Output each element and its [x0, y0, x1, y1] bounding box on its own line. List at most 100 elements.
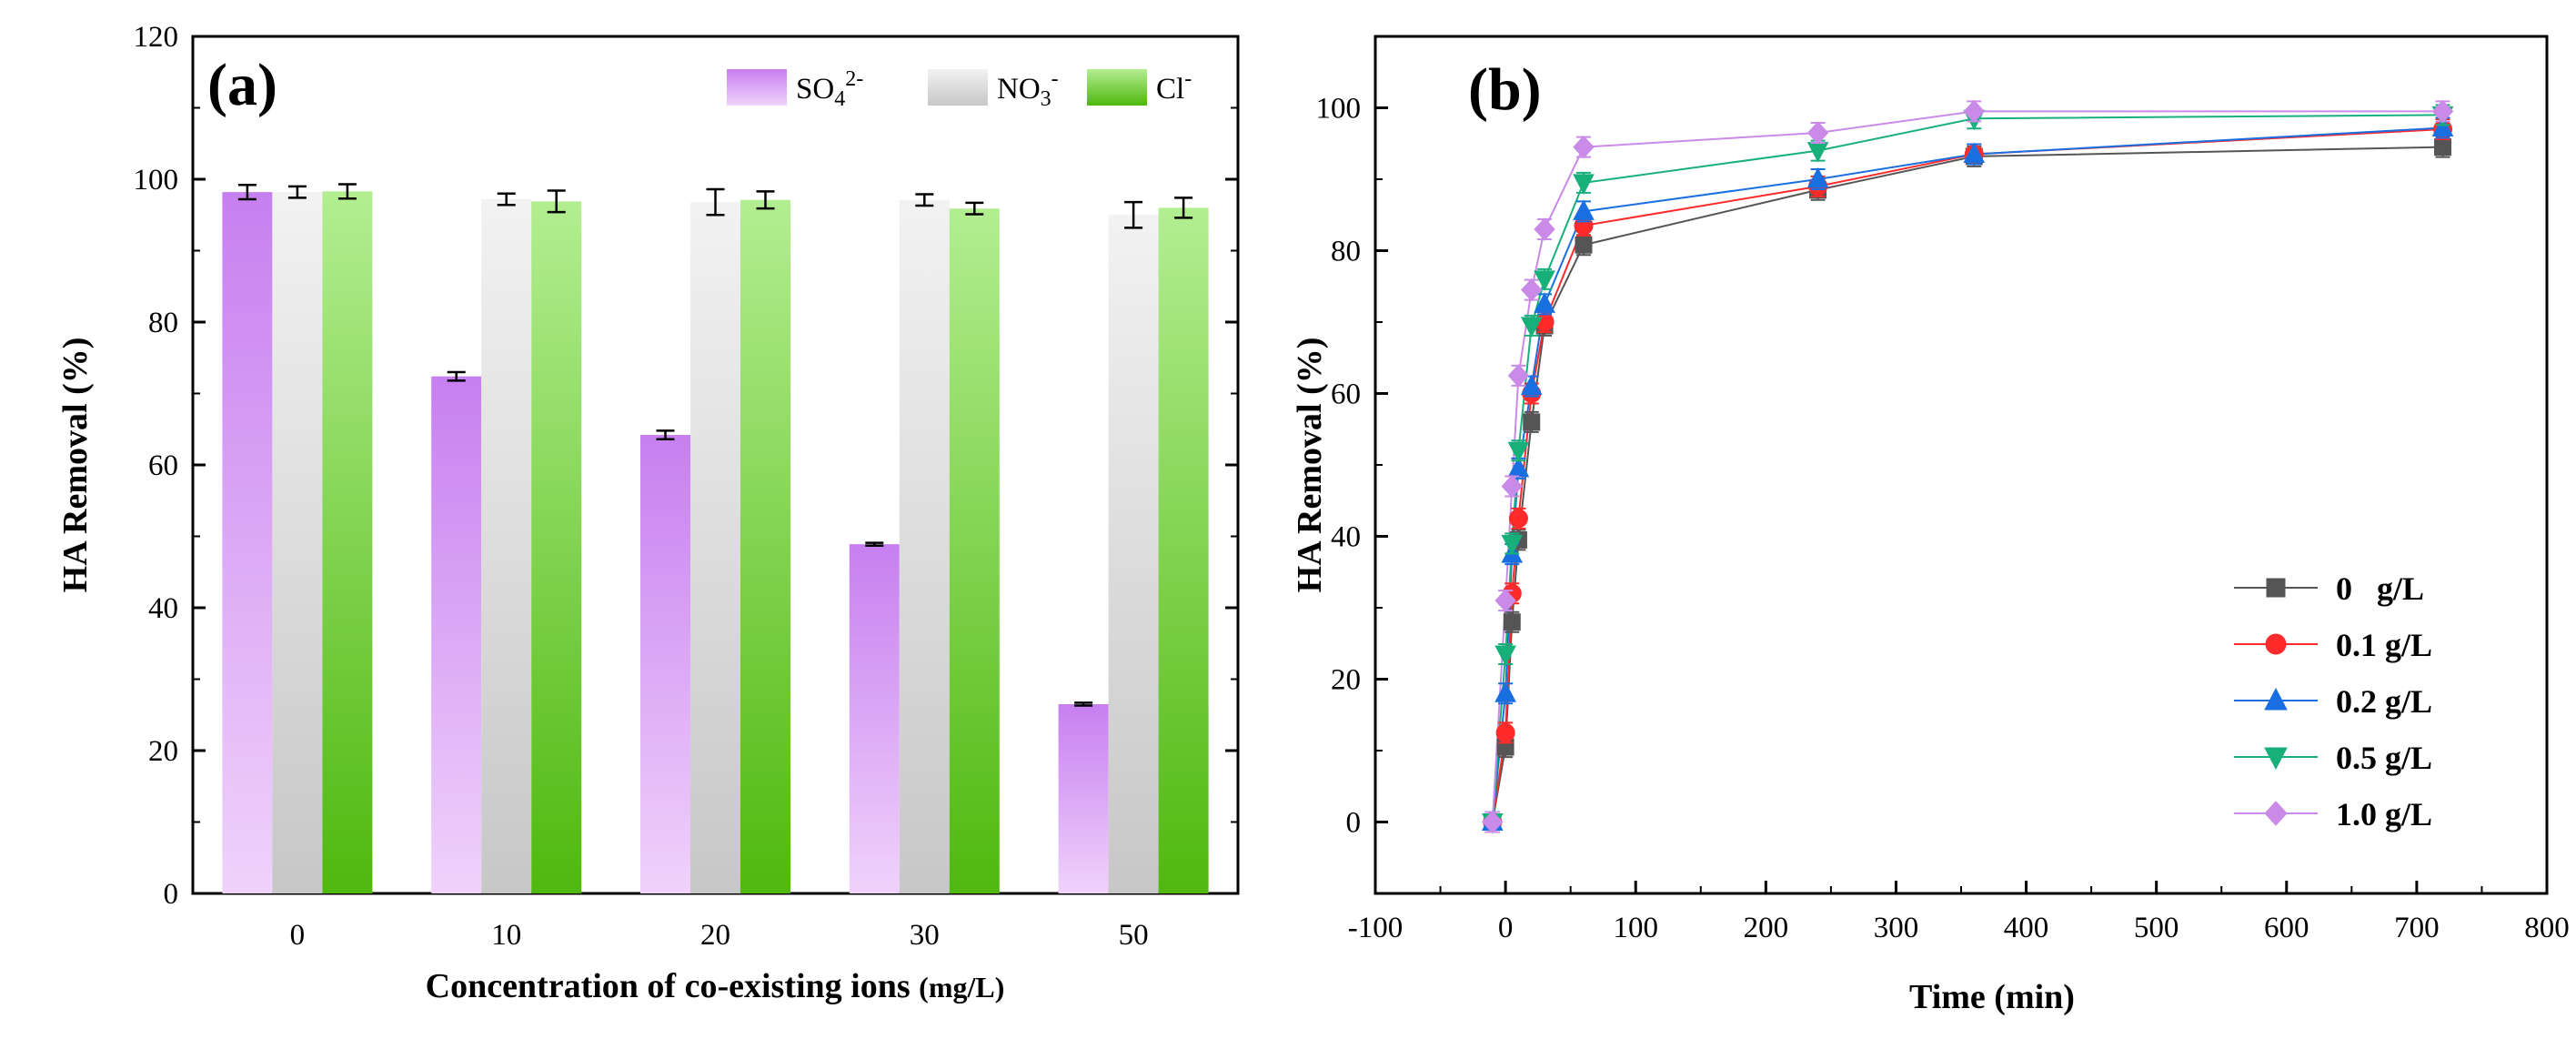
- a-ytick-label: 40: [148, 592, 178, 625]
- b-xtick-label: 300: [1874, 912, 1919, 944]
- series-line-4: [1491, 110, 2443, 822]
- b-xtick-label: 0: [1498, 912, 1514, 944]
- series-line-3: [1491, 114, 2443, 822]
- point-0-4: [1523, 413, 1541, 431]
- legend-label-0: 0 g/L: [2336, 570, 2424, 607]
- legend-label-2: Cl-: [1156, 67, 1192, 106]
- b-xtick-label: 700: [2394, 912, 2440, 944]
- point-3-5: [1534, 270, 1555, 291]
- point-2-5: [1534, 292, 1555, 313]
- bar-0-4: [1058, 703, 1109, 893]
- a-ytick-label: 60: [148, 449, 178, 482]
- panel-a-y-ticks: 0 20 40 60 80 100 120: [134, 21, 1238, 911]
- series-line-0: [1491, 146, 2443, 822]
- a-ytick-label: 80: [148, 307, 178, 339]
- b-xtick-label: 200: [1744, 912, 1789, 944]
- point-1-3: [1508, 509, 1528, 529]
- point-4-5: [1534, 217, 1555, 241]
- a-ytick-label: 120: [134, 21, 179, 54]
- legend-label-1: NO3-: [997, 67, 1059, 111]
- a-ytick-label: 100: [134, 164, 179, 197]
- panel-b: (b) HA Removal (%) Time (min) 0 20 40 60 80 1…: [1291, 35, 2570, 1016]
- bar-0-1: [431, 376, 482, 893]
- a-xtick-label: 0: [290, 919, 306, 952]
- legend-swatch-2: [1087, 69, 1147, 106]
- legend-marker-1: [2265, 633, 2287, 655]
- bar-0-2: [640, 435, 690, 893]
- point-3-2: [1501, 534, 1524, 556]
- b-xtick-label: -100: [1348, 912, 1404, 944]
- legend-label-0: SO42-: [796, 67, 863, 111]
- panel-b-series-points: [1481, 99, 2454, 834]
- b-ytick-label: 60: [1331, 378, 1361, 411]
- panel-b-label: (b): [1468, 56, 1542, 123]
- point-1-1: [1495, 722, 1515, 742]
- point-4-0: [1482, 810, 1504, 834]
- point-4-4: [1521, 277, 1543, 302]
- legend-label-3: 0.5 g/L: [2336, 740, 2432, 776]
- point-3-1: [1494, 645, 1516, 667]
- point-4-8: [1963, 99, 1985, 124]
- legend-label-main: SO: [796, 73, 834, 106]
- point-4-1: [1494, 589, 1516, 612]
- panel-b-legend: 0 g/L 0.1 g/L 0.2 g/L 0.5 g/L 1.0 g/L: [2234, 570, 2432, 832]
- bar-2-4: [1158, 207, 1209, 893]
- bar-1-0: [272, 192, 323, 893]
- bar-2-2: [740, 199, 790, 893]
- series-line-1: [1491, 128, 2443, 822]
- legend-label-1: 0.1 g/L: [2336, 627, 2432, 663]
- b-xtick-label: 100: [1613, 912, 1658, 944]
- a-xtick-label: 10: [491, 919, 521, 952]
- legend-swatch-1: [928, 69, 988, 106]
- panel-b-y-ticks: 0 20 40 60 80 100: [1316, 93, 1388, 840]
- legend-label-4: 1.0 g/L: [2336, 796, 2432, 832]
- legend-marker-0: [2266, 578, 2286, 598]
- b-ytick-label: 40: [1331, 521, 1361, 554]
- bar-1-1: [481, 198, 532, 894]
- a-ytick-label: 20: [148, 735, 178, 768]
- legend-label-sup: -: [1052, 67, 1059, 91]
- a-xtick-label: 30: [910, 919, 940, 952]
- panel-b-series-lines: [1491, 110, 2443, 822]
- bar-2-3: [949, 208, 1000, 893]
- panel-a-y-axis-label: HA Removal (%): [56, 338, 95, 593]
- panel-a-label: (a): [207, 52, 277, 118]
- legend-label-2: 0.2 g/L: [2336, 683, 2432, 720]
- b-xtick-label: 800: [2524, 912, 2570, 944]
- b-xtick-label: 400: [2004, 912, 2049, 944]
- legend-label-main: Cl: [1156, 73, 1184, 106]
- legend-label-sub: 4: [834, 87, 845, 111]
- point-4-9: [2431, 99, 2454, 124]
- panel-a-legend: SO42- NO3- Cl-: [727, 67, 1192, 111]
- point-2-1: [1494, 681, 1516, 702]
- legend-marker-2: [2264, 687, 2288, 711]
- b-ytick-label: 20: [1331, 664, 1361, 697]
- point-4-6: [1573, 135, 1595, 159]
- b-ytick-label: 100: [1316, 93, 1362, 126]
- legend-label-sup: 2-: [845, 67, 863, 91]
- panel-a: (a) HA Removal (%) Concentration of co-e…: [56, 21, 1240, 1005]
- point-2-8: [1963, 142, 1986, 164]
- bar-0-3: [849, 544, 900, 893]
- legend-swatch-0: [727, 69, 787, 106]
- point-3-4: [1520, 317, 1543, 338]
- legend-label-sup: -: [1184, 67, 1192, 91]
- panel-a-bars: [222, 191, 1209, 894]
- b-xtick-label: 600: [2264, 912, 2309, 944]
- legend-label-main: NO: [997, 73, 1041, 106]
- b-ytick-label: 0: [1346, 807, 1362, 840]
- panel-b-x-axis-label: Time (min): [1909, 978, 2075, 1016]
- point-4-7: [1806, 121, 1829, 145]
- panel-a-error-bars: [237, 183, 1193, 707]
- legend-label-sub: 3: [1041, 87, 1052, 111]
- point-3-6: [1573, 174, 1595, 196]
- point-0-9: [2434, 138, 2452, 156]
- b-ytick-label: 80: [1331, 236, 1361, 268]
- point-3-3: [1507, 441, 1530, 463]
- bar-1-4: [1108, 215, 1159, 893]
- point-0-2: [1503, 613, 1521, 631]
- panel-a-x-axis-label-unit: (mg/L): [919, 971, 1004, 1004]
- b-xtick-label: 500: [2134, 912, 2179, 944]
- point-4-3: [1507, 364, 1530, 388]
